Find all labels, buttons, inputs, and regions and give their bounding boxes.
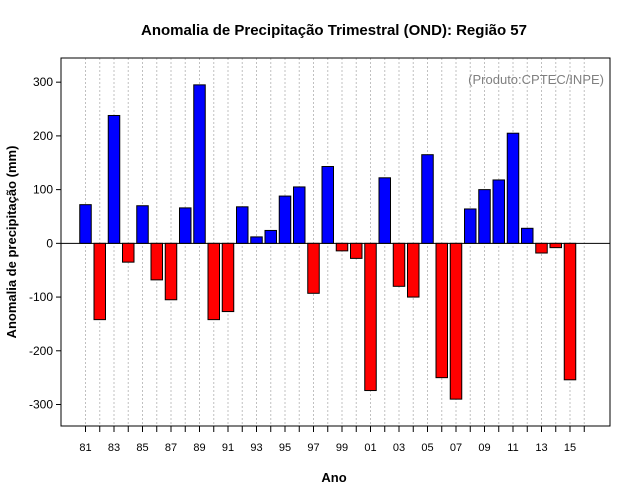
bar-86 — [150, 242, 163, 281]
y-tick-label: 0 — [46, 236, 53, 250]
bar-98 — [321, 166, 334, 244]
credit-annotation: (Produto:CPTEC/INPE) — [468, 72, 604, 87]
y-tick-label: 300 — [33, 75, 53, 89]
y-tick-label: 100 — [33, 183, 53, 197]
bar-07 — [449, 242, 463, 400]
bar-02 — [378, 177, 391, 244]
bar-84 — [122, 242, 135, 263]
bar-08 — [464, 208, 477, 244]
chart-title: Anomalia de Precipitação Trimestral (OND… — [141, 22, 527, 39]
y-tick-label: 200 — [33, 129, 53, 143]
bar-09 — [478, 189, 491, 244]
x-tick-label: 11 — [507, 442, 518, 454]
bar-85 — [136, 205, 149, 244]
bar-94 — [264, 229, 277, 244]
bar-12 — [521, 227, 534, 244]
x-tick-label: 01 — [364, 442, 376, 454]
bar-82 — [93, 242, 106, 321]
bar-88 — [179, 207, 192, 244]
bar-92 — [236, 206, 249, 244]
bar-06 — [435, 242, 448, 379]
bars — [79, 84, 577, 400]
bar-13 — [535, 242, 548, 254]
x-tick-label: 91 — [222, 442, 234, 454]
x-tick-label: 05 — [421, 442, 433, 454]
x-tick-label: 07 — [450, 442, 462, 454]
y-axis: -300 -200 -100 0 100 200 300 — [29, 75, 61, 412]
x-tick-label: 83 — [108, 442, 120, 454]
bar-11 — [506, 132, 520, 244]
x-tick-label: 97 — [307, 442, 319, 454]
bar-15 — [563, 242, 577, 381]
bar-99 — [335, 242, 349, 252]
bar-87 — [164, 242, 178, 301]
y-tick-label: -100 — [29, 290, 53, 304]
bar-14 — [549, 242, 562, 249]
bar-04 — [407, 242, 420, 298]
x-tick-label: 89 — [193, 442, 205, 454]
bar-01 — [364, 242, 377, 392]
x-axis: 81 83 85 87 89 91 93 95 97 99 01 03 05 07 09 11 13 15 — [79, 426, 585, 454]
x-tick-label: 87 — [165, 442, 177, 454]
bar-83 — [107, 114, 121, 244]
x-tick-label: 03 — [393, 442, 405, 454]
bar-89 — [193, 84, 206, 244]
bar-03 — [392, 242, 406, 287]
x-tick-label: 93 — [250, 442, 262, 454]
y-tick-label: -300 — [29, 398, 53, 412]
bar-97 — [307, 242, 320, 294]
x-tick-label: 81 — [79, 442, 91, 454]
x-tick-label: 09 — [478, 442, 490, 454]
bar-10 — [492, 179, 505, 244]
x-tick-label: 13 — [535, 442, 547, 454]
bar-95 — [278, 195, 292, 244]
bar-81 — [79, 204, 92, 244]
x-tick-label: 15 — [564, 442, 576, 454]
y-axis-label: Anomalia de precipitação (mm) — [4, 146, 19, 339]
bar-05 — [421, 154, 434, 244]
x-tick-label: 95 — [279, 442, 291, 454]
plot-frame — [60, 57, 611, 427]
bar-96 — [293, 186, 306, 244]
x-tick-label: 99 — [336, 442, 348, 454]
bar-90 — [207, 242, 220, 321]
bar-00 — [350, 242, 363, 259]
x-axis-label: Ano — [321, 470, 346, 485]
y-tick-label: -200 — [29, 344, 53, 358]
bar-91 — [221, 242, 235, 313]
bar-93 — [250, 236, 263, 244]
x-tick-label: 85 — [136, 442, 148, 454]
